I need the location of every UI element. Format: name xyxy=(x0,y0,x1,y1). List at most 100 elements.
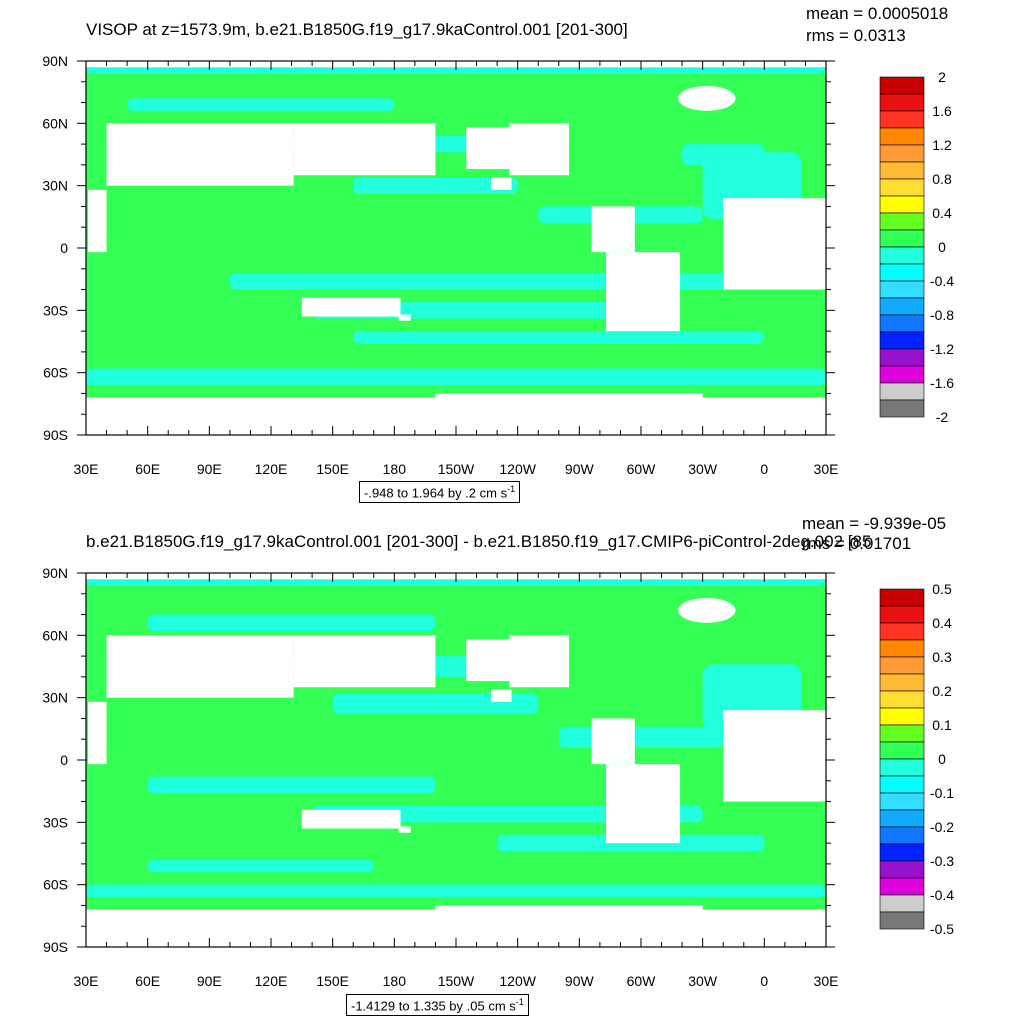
cyan-band xyxy=(353,331,765,344)
colorbar-label: -0.4 xyxy=(930,273,954,289)
land-australia xyxy=(301,809,401,829)
panel-2-range-box: -1.4129 to 1.335 by .05 cm s-1 xyxy=(346,994,529,1017)
cyan-band xyxy=(127,98,395,111)
colorbar-swatch xyxy=(879,263,925,282)
land-australia xyxy=(301,297,401,317)
x-tick-label: 120E xyxy=(255,461,288,477)
colorbar-swatch xyxy=(879,178,925,197)
colorbar-label: 0.8 xyxy=(932,171,952,187)
y-tick-label: 60S xyxy=(43,365,68,381)
cyan-band xyxy=(312,805,703,823)
land-africa xyxy=(723,710,826,802)
x-tick-label: 90E xyxy=(197,461,222,477)
colorbar-label: 1.2 xyxy=(932,137,952,153)
land-north-america-west xyxy=(466,639,516,682)
land-africa-east xyxy=(88,701,107,765)
panel-1-range-text: -.948 to 1.964 by .2 cm s xyxy=(364,485,508,501)
colorbar-label: -0.8 xyxy=(930,307,954,323)
colorbar-label: 0.3 xyxy=(932,649,952,665)
colorbar-label: -0.4 xyxy=(930,887,954,903)
y-tick-label: 90N xyxy=(42,565,68,581)
panel-1-range-sup: -1 xyxy=(507,484,516,494)
cyan-band xyxy=(86,67,826,74)
colorbar-swatch xyxy=(879,229,925,248)
map-frame xyxy=(85,60,827,436)
x-tick-label: 30W xyxy=(688,973,718,989)
colorbar-swatch xyxy=(879,775,925,794)
land-pole xyxy=(86,61,826,68)
colorbar-swatch xyxy=(879,110,925,129)
colorbar-label: 0.2 xyxy=(932,683,952,699)
panel-1-map: 30E 60E 90E 120E 150E 180 150W 120W 90W 60W 30W 0 30… xyxy=(42,53,954,477)
land-south-america xyxy=(606,252,681,332)
land-africa xyxy=(723,198,826,290)
colorbar-swatch xyxy=(879,246,925,265)
panel-2-range-text: -1.4129 to 1.335 by .05 cm s xyxy=(351,998,516,1014)
colorbar-swatch xyxy=(879,741,925,760)
land-pole xyxy=(86,573,826,580)
x-tick-label: 120W xyxy=(499,973,536,989)
cyan-band xyxy=(86,884,826,898)
colorbar-swatch xyxy=(879,605,925,624)
colorbar-label: -0.3 xyxy=(930,853,954,869)
colorbar-swatch xyxy=(879,348,925,367)
colorbar-swatch xyxy=(879,76,925,95)
x-tick-label: 60W xyxy=(627,461,657,477)
land-greenland xyxy=(678,597,736,623)
y-tick-label: 30N xyxy=(42,178,68,194)
x-tick-label: 30E xyxy=(74,461,99,477)
land-antarctica-rise xyxy=(435,393,703,406)
colorbar-swatch xyxy=(879,826,925,845)
colorbar-label: 1.6 xyxy=(932,103,952,119)
cyan-band xyxy=(497,834,765,852)
colorbar-label: 0 xyxy=(938,751,946,767)
panel-1-title: VISOP at z=1573.9m, b.e21.B1850G.f19_g17… xyxy=(86,20,628,39)
panel-2-mean: mean = -9.939e-05 xyxy=(802,514,947,533)
y-tick-label: 90S xyxy=(43,939,68,955)
land-south-america xyxy=(606,764,681,844)
land-antarctica-rise xyxy=(435,905,703,918)
colorbar-swatch xyxy=(879,656,925,675)
x-tick-label: 30E xyxy=(814,973,839,989)
colorbar-swatch xyxy=(879,297,925,316)
colorbar-swatch xyxy=(879,758,925,777)
y-tick-label: 90S xyxy=(43,427,68,443)
colorbar-swatch xyxy=(879,127,925,146)
panel-2-title: b.e21.B1850G.f19_g17.9kaControl.001 [201… xyxy=(86,532,872,551)
land-asia-east xyxy=(293,635,436,688)
land-antarctica xyxy=(86,917,826,947)
y-tick-label: 60N xyxy=(42,627,68,643)
land-north-america xyxy=(509,635,570,688)
panel-2: b.e21.B1850G.f19_g17.9kaControl.001 [201… xyxy=(0,512,1024,1024)
x-tick-label: 120E xyxy=(255,973,288,989)
land-asia-east xyxy=(293,123,436,176)
cyan-patch xyxy=(702,152,802,219)
cyan-patch xyxy=(702,664,802,731)
x-tick-label: 180 xyxy=(383,973,407,989)
colorbar-swatch xyxy=(879,622,925,641)
colorbar-swatch xyxy=(879,331,925,350)
land-tasmania xyxy=(398,826,411,833)
x-tick-label: 120W xyxy=(499,461,536,477)
colorbar-swatch xyxy=(879,877,925,896)
panel-1-rms: rms = 0.0313 xyxy=(806,26,906,45)
colorbar-swatch xyxy=(879,161,925,180)
x-tick-label: 150E xyxy=(316,973,349,989)
cyan-band xyxy=(332,693,539,715)
x-tick-label: 90W xyxy=(565,973,595,989)
land-south-america-north xyxy=(591,718,635,765)
colorbar-swatch xyxy=(879,382,925,401)
colorbar-swatch xyxy=(879,212,925,231)
y-tick-label: 60N xyxy=(42,115,68,131)
land-asia xyxy=(106,123,294,186)
cyan-band xyxy=(147,614,436,632)
cyan-band xyxy=(86,579,826,586)
x-tick-label: 30E xyxy=(814,461,839,477)
land-north-america xyxy=(509,123,570,176)
x-tick-label: 180 xyxy=(383,461,407,477)
cyan-band xyxy=(86,368,826,386)
land-asia xyxy=(106,635,294,698)
x-tick-label: 60E xyxy=(135,461,160,477)
cyan-band xyxy=(558,726,724,748)
x-tick-label: 60E xyxy=(135,973,160,989)
